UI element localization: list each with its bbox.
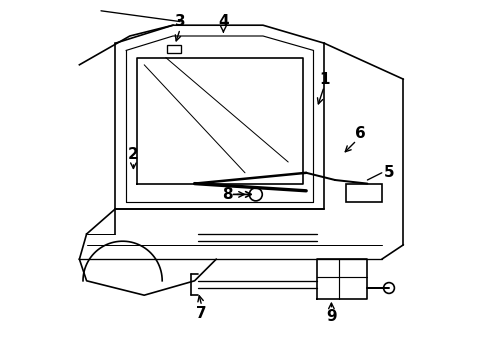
Text: 8: 8 [221, 187, 232, 202]
Text: 4: 4 [218, 14, 229, 29]
FancyBboxPatch shape [167, 45, 181, 53]
Text: 9: 9 [326, 309, 337, 324]
Text: 2: 2 [128, 147, 139, 162]
Text: 5: 5 [384, 165, 394, 180]
Text: 1: 1 [319, 72, 329, 87]
FancyBboxPatch shape [346, 184, 382, 202]
Text: 6: 6 [355, 126, 366, 141]
Text: 3: 3 [175, 14, 186, 29]
Text: 7: 7 [196, 306, 207, 321]
